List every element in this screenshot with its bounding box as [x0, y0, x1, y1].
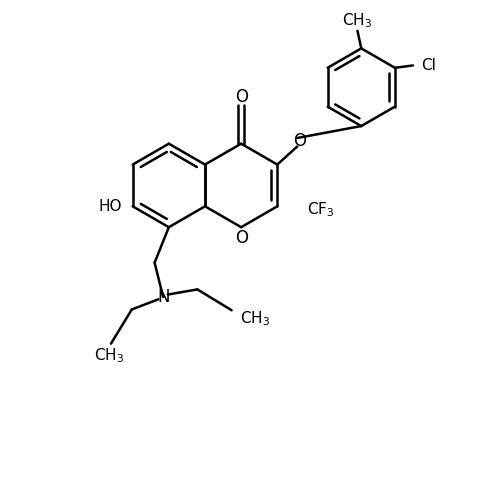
Text: N: N: [157, 288, 169, 306]
Text: CH$_3$: CH$_3$: [240, 310, 270, 328]
Text: HO: HO: [99, 199, 122, 214]
Text: Cl: Cl: [421, 58, 436, 73]
Text: CF$_3$: CF$_3$: [307, 201, 334, 219]
Text: CH$_3$: CH$_3$: [342, 11, 372, 30]
Text: O: O: [236, 228, 249, 247]
Text: O: O: [235, 88, 248, 106]
Text: CH$_3$: CH$_3$: [94, 346, 124, 365]
Text: O: O: [293, 132, 306, 150]
